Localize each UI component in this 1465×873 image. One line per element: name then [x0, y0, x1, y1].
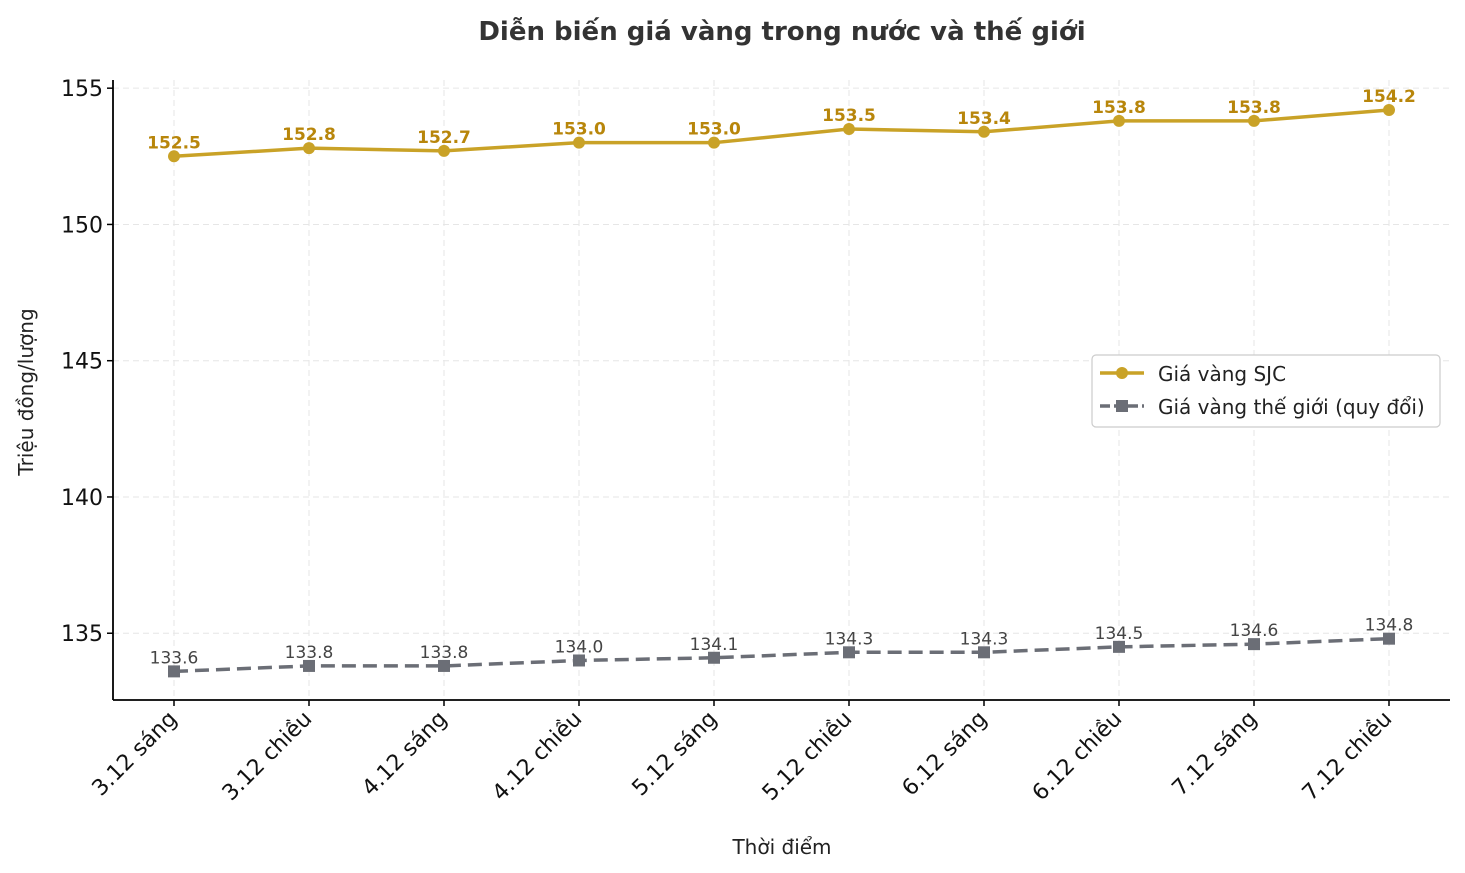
data-point — [978, 646, 990, 659]
x-tick-label: 5.12 chiều — [758, 707, 857, 806]
data-point — [573, 136, 585, 149]
y-tick-label: 150 — [61, 213, 103, 238]
series-line — [173, 108, 1390, 159]
data-point — [1383, 632, 1395, 645]
data-point — [573, 654, 585, 667]
legend-marker — [1116, 400, 1128, 412]
data-label: 152.8 — [282, 125, 336, 145]
data-label: 134.5 — [1095, 624, 1144, 644]
y-tick-label: 140 — [61, 486, 103, 511]
data-label: 134.1 — [690, 635, 739, 655]
y-tick-label: 145 — [61, 350, 103, 375]
data-label: 133.6 — [150, 648, 199, 668]
data-point — [438, 144, 450, 157]
data-label: 154.2 — [1362, 87, 1416, 107]
data-label: 153.8 — [1227, 98, 1281, 118]
y-axis-label: Triệu đồng/lượng — [14, 308, 38, 476]
data-point — [708, 651, 720, 664]
x-tick-label: 4.12 sáng — [358, 707, 453, 802]
data-point — [168, 665, 180, 678]
data-label: 152.5 — [147, 133, 201, 153]
chart-title: Diễn biến giá vàng trong nước và thế giớ… — [478, 16, 1085, 47]
x-tick-label: 7.12 chiều — [1298, 707, 1397, 806]
x-tick-label: 7.12 sáng — [1168, 707, 1263, 802]
data-point — [303, 142, 315, 155]
data-label: 152.7 — [417, 128, 471, 148]
data-point — [978, 125, 990, 138]
legend-box — [1091, 354, 1441, 428]
data-label: 153.5 — [822, 106, 876, 126]
data-label: 153.4 — [957, 109, 1011, 129]
data-point — [1113, 640, 1125, 653]
data-label: 134.6 — [1230, 621, 1279, 641]
data-point — [708, 136, 720, 149]
data-label: 134.8 — [1365, 616, 1414, 636]
data-point — [1248, 114, 1260, 127]
axes: 135 140 145 150 155 3.12 sáng 3.12 chiều 4.12 s… — [61, 77, 1450, 806]
legend-label: Giá vàng thế giới (quy đổi) — [1158, 395, 1425, 419]
data-label: 153.8 — [1092, 98, 1146, 118]
y-tick-label: 135 — [61, 622, 103, 647]
data-label: 153.0 — [552, 120, 606, 140]
data-point — [438, 659, 450, 672]
data-point — [843, 646, 855, 659]
data-label: 134.3 — [960, 629, 1009, 649]
data-label: 133.8 — [285, 643, 334, 663]
x-tick-label: 3.12 chiều — [218, 707, 317, 806]
x-axis-label: Thời điểm — [731, 835, 831, 859]
legend-label: Giá vàng SJC — [1158, 362, 1286, 386]
data-point — [843, 123, 855, 136]
x-tick-label: 5.12 sáng — [628, 707, 723, 802]
data-label: 133.8 — [420, 643, 469, 663]
data-point — [1383, 103, 1395, 116]
data-label: 134.3 — [825, 629, 874, 649]
legend: Giá vàng SJC Giá vàng thế giới (quy đổi) — [1091, 354, 1441, 428]
data-point — [168, 150, 180, 163]
x-tick-label: 6.12 chiều — [1028, 707, 1127, 806]
series-line — [173, 636, 1390, 674]
data-label: 134.0 — [555, 637, 604, 657]
data-point — [1113, 114, 1125, 127]
data-point — [1248, 638, 1260, 651]
x-tick-label: 3.12 sáng — [88, 707, 183, 802]
series-group: 152.5 152.8 152.7 153.0 153.0 153.5 153.4 153.8… — [147, 87, 1416, 678]
data-label: 153.0 — [687, 120, 741, 140]
y-tick-label: 155 — [61, 77, 103, 102]
x-tick-label: 6.12 sáng — [898, 707, 993, 802]
data-point — [303, 659, 315, 672]
x-tick-label: 4.12 chiều — [488, 707, 587, 806]
legend-marker — [1116, 367, 1128, 379]
